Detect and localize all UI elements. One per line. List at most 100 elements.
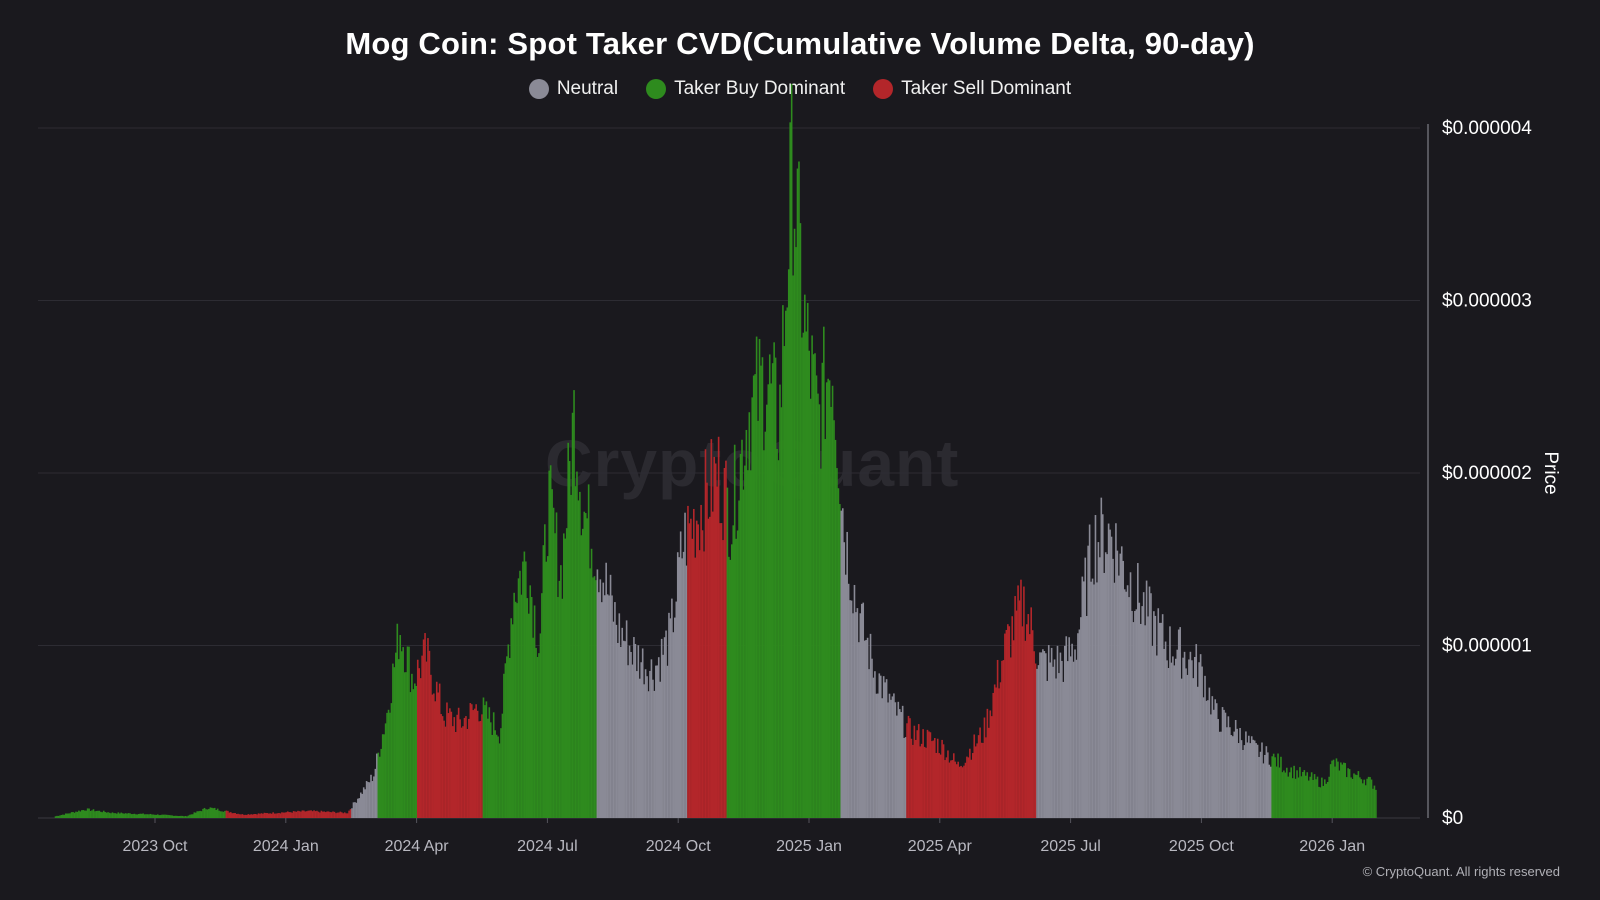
bar <box>462 726 464 818</box>
bar <box>449 708 451 818</box>
bar <box>1245 731 1247 818</box>
bar <box>787 269 790 818</box>
bar <box>1189 651 1192 818</box>
bar <box>100 811 102 818</box>
bar <box>1332 759 1335 818</box>
bar <box>241 814 244 818</box>
bar <box>240 814 242 818</box>
bar <box>834 439 837 818</box>
bar <box>127 813 130 818</box>
bar <box>638 678 641 818</box>
bar <box>142 813 144 818</box>
bar <box>766 404 768 818</box>
bar <box>156 814 159 818</box>
bar <box>979 727 981 818</box>
bar <box>1277 753 1279 818</box>
bar <box>362 787 365 818</box>
legend-item-taker-sell[interactable]: Taker Sell Dominant <box>873 78 1071 100</box>
bar <box>549 465 552 818</box>
bar <box>773 342 775 818</box>
bar <box>1030 607 1032 818</box>
legend-item-neutral[interactable]: Neutral <box>528 78 618 100</box>
bar <box>1246 742 1249 818</box>
bar <box>541 593 543 818</box>
bar <box>722 540 724 818</box>
y-tick-label: $0 <box>1442 808 1463 829</box>
bar <box>1196 686 1199 818</box>
bar <box>348 810 350 818</box>
bar <box>1300 776 1303 818</box>
bar <box>986 708 989 818</box>
bar <box>960 765 962 818</box>
bar <box>855 612 857 818</box>
bar <box>513 592 515 818</box>
bar <box>510 618 513 818</box>
bar <box>1132 622 1135 818</box>
bar <box>852 613 854 818</box>
bar <box>1128 597 1130 818</box>
bar <box>713 456 716 818</box>
bar <box>901 705 904 818</box>
bar <box>836 468 838 818</box>
bar <box>400 651 403 818</box>
bar <box>1363 779 1366 818</box>
bar <box>532 637 534 818</box>
bar <box>1031 630 1034 818</box>
bar <box>218 810 220 818</box>
bar <box>484 705 486 818</box>
bar <box>631 664 634 818</box>
bar <box>228 812 231 818</box>
bar <box>969 748 971 818</box>
bar <box>399 635 402 818</box>
bar <box>663 637 666 818</box>
bar <box>170 815 172 818</box>
bar <box>503 673 505 818</box>
y-tick-label: $0.000004 <box>1442 118 1532 139</box>
bar <box>1288 772 1291 818</box>
bar <box>1262 763 1265 818</box>
bar <box>273 813 276 818</box>
bar <box>793 228 796 819</box>
bar <box>1281 772 1284 818</box>
bar <box>1217 719 1219 818</box>
bar <box>671 598 673 818</box>
bar <box>1123 589 1126 818</box>
bar <box>111 812 114 818</box>
x-tick-label: 2023 Oct <box>123 838 188 855</box>
bar <box>376 753 378 818</box>
bar <box>1173 665 1176 818</box>
bar <box>679 531 682 818</box>
bar <box>725 460 727 818</box>
bar <box>945 757 948 818</box>
bar <box>866 637 869 818</box>
bar <box>213 807 216 818</box>
bar <box>1085 615 1088 818</box>
bar <box>69 813 71 818</box>
legend-item-taker-buy[interactable]: Taker Buy Dominant <box>646 78 845 100</box>
bar <box>1223 709 1225 818</box>
bar <box>955 764 958 818</box>
bar <box>923 746 926 818</box>
bar <box>606 594 609 818</box>
bar <box>205 809 207 818</box>
bar <box>345 813 347 818</box>
bar <box>1172 656 1174 818</box>
bar <box>907 715 910 818</box>
bar <box>560 565 562 818</box>
bar <box>1150 593 1152 818</box>
bar <box>717 436 720 818</box>
bar <box>1094 515 1097 818</box>
bar <box>1176 649 1179 818</box>
bar <box>640 662 643 818</box>
bar <box>913 725 916 818</box>
bar <box>237 813 239 818</box>
bar <box>180 815 182 818</box>
bar <box>564 538 567 818</box>
bar <box>472 710 475 818</box>
bar <box>425 661 428 818</box>
bar <box>59 815 61 818</box>
bar <box>435 681 438 818</box>
bar <box>1177 629 1180 818</box>
bar <box>1236 728 1238 818</box>
bar <box>561 598 564 818</box>
